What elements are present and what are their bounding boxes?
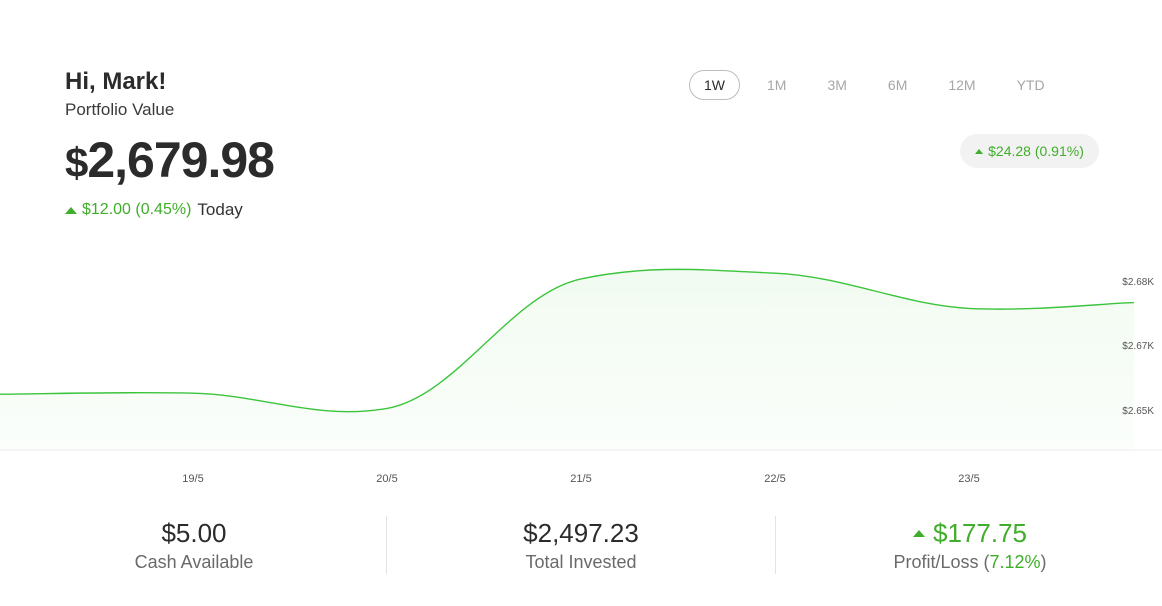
cash-available-label: Cash Available: [134, 552, 254, 572]
profit-loss-value: $177.75: [933, 518, 1027, 548]
y-tick-label: $2.65K: [1122, 406, 1154, 417]
triangle-up-icon: [913, 529, 925, 537]
greeting: Hi, Mark!: [65, 68, 167, 95]
y-tick-label: $2.68K: [1122, 277, 1154, 288]
range-button-12m[interactable]: 12M: [948, 77, 976, 93]
profit-loss-label: Profit/Loss: [893, 552, 979, 572]
cash-available-stat: $5.00 Cash Available: [0, 516, 388, 574]
range-button-3m[interactable]: 3M: [827, 77, 847, 93]
x-tick-label: 22/5: [764, 473, 785, 485]
triangle-up-icon: [65, 206, 77, 214]
range-button-ytd[interactable]: YTD: [1016, 77, 1045, 93]
divider: [386, 516, 387, 574]
today-change-row: $12.00 (0.45%) Today: [65, 200, 243, 220]
x-tick-label: 23/5: [958, 473, 979, 485]
divider: [775, 516, 776, 574]
range-button-6m[interactable]: 6M: [887, 77, 908, 93]
portfolio-value: $2,679.98: [65, 128, 275, 195]
profit-loss-stat: $177.75 Profit/Loss (7.12%): [776, 516, 1162, 574]
portfolio-chart: 19/5 20/5 21/5 22/5 23/5 $2.68K $2.67K $2.65K: [0, 268, 1162, 485]
total-invested-stat: $2,497.23 Total Invested: [387, 516, 775, 574]
total-invested-value: $2,497.23: [523, 518, 639, 548]
x-tick-label: 20/5: [376, 473, 397, 485]
today-change: $12.00 (0.45%): [65, 201, 191, 219]
range-button-1m[interactable]: 1M: [767, 77, 787, 93]
profit-loss-percent: 7.12%: [989, 552, 1041, 572]
range-button-1w[interactable]: 1W: [689, 70, 740, 100]
today-label: Today: [197, 200, 243, 219]
chart-series-line: [0, 268, 1134, 413]
x-axis-ticks: 19/5 20/5 21/5 22/5 23/5: [182, 473, 979, 485]
currency-symbol: $: [65, 139, 88, 186]
x-tick-label: 21/5: [570, 473, 591, 485]
y-tick-label: $2.67K: [1122, 341, 1154, 352]
y-axis-ticks: $2.68K $2.67K $2.65K: [1122, 277, 1154, 417]
range-selector: 1W 1M 3M 6M 12M YTD: [689, 70, 1072, 100]
profit-loss-value-row: $177.75: [776, 516, 1162, 550]
x-tick-label: 19/5: [182, 473, 203, 485]
period-change-badge: $24.28 (0.91%): [960, 134, 1099, 168]
portfolio-value-amount: 2,679.98: [87, 132, 275, 188]
portfolio-value-label: Portfolio Value: [65, 100, 175, 119]
chart-area-fill: [0, 269, 1134, 450]
cash-available-value: $5.00: [161, 518, 227, 548]
profit-loss-caption: Profit/Loss (7.12%): [893, 552, 1047, 572]
period-change-value: $24.28 (0.91%): [988, 143, 1084, 159]
today-change-value: $12.00 (0.45%): [82, 201, 192, 218]
total-invested-label: Total Invested: [525, 552, 637, 572]
triangle-up-icon: [975, 148, 984, 154]
